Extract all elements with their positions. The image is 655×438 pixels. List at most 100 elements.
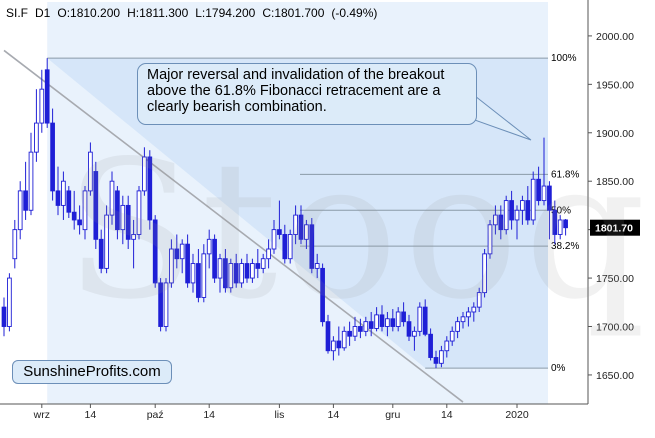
candle-body: [503, 200, 509, 231]
candle-body: [444, 340, 450, 352]
x-tick-label: 14: [328, 409, 340, 421]
candle-body: [401, 311, 406, 323]
candle-body: [255, 263, 261, 269]
fib-label: 38.2%: [551, 241, 579, 252]
candle-body: [185, 243, 190, 284]
candle-body: [536, 178, 541, 202]
candle-body: [82, 190, 88, 231]
candle-body: [88, 151, 93, 192]
candle-body: [190, 263, 196, 284]
candle-body: [239, 263, 244, 284]
candle-body: [476, 292, 482, 308]
candle-body: [412, 330, 417, 337]
candle-body: [320, 267, 325, 323]
candle-body: [433, 357, 439, 364]
candle-body: [557, 219, 563, 235]
candle-body: [271, 229, 277, 250]
candle-body: [223, 258, 228, 289]
candle-body: [136, 190, 142, 235]
candle-body: [449, 330, 455, 342]
candle-body: [439, 350, 444, 364]
candle-body: [385, 318, 390, 327]
y-tick-label: 1750.00: [596, 273, 634, 285]
candle-body: [217, 258, 223, 279]
candle-body: [169, 248, 174, 284]
candle-body: [331, 340, 336, 352]
candle-body: [233, 263, 239, 284]
interval-label: D1: [35, 6, 51, 20]
candle-body: [131, 234, 136, 240]
candle-body: [530, 178, 536, 221]
candle-body: [406, 321, 412, 337]
x-tick-label: paź: [147, 409, 164, 421]
candle-body: [39, 88, 45, 124]
candle-body: [228, 263, 234, 289]
candle-body: [71, 211, 77, 221]
x-tick-label: lis: [274, 409, 284, 421]
high-value: H:1811.300: [127, 6, 189, 20]
candle-body: [358, 326, 363, 332]
candle-body: [277, 229, 282, 235]
downtrend-line: [3, 49, 464, 403]
candle-body: [23, 190, 28, 211]
candle-body: [115, 190, 120, 231]
candle-body: [244, 263, 250, 279]
symbol-label: SI.F: [6, 6, 29, 20]
candle-body: [471, 306, 477, 313]
candle-body: [50, 122, 55, 192]
candle-body: [250, 263, 255, 279]
candle-body: [282, 234, 288, 260]
fib-label: 50%: [551, 205, 571, 216]
candle-body: [314, 263, 320, 269]
candle-body: [347, 330, 352, 337]
trendline: [3, 49, 464, 403]
candle-body: [28, 151, 34, 211]
candle-body: [390, 318, 396, 327]
candle-body: [104, 214, 109, 269]
candle-body: [368, 321, 374, 329]
candle-body: [336, 340, 342, 349]
candle-body: [55, 190, 61, 206]
candle-body: [142, 156, 147, 192]
candle-body: [287, 234, 293, 260]
candle-body: [174, 248, 180, 260]
candle-body: [341, 330, 347, 349]
candle-body: [77, 219, 82, 226]
candle-body: [520, 200, 525, 211]
x-tick-label: 14: [441, 409, 453, 421]
candle-body: [417, 306, 423, 332]
x-tick-label: gru: [385, 409, 400, 421]
open-value: O:1810.200: [57, 6, 121, 20]
candle-body: [428, 333, 433, 358]
fib-label: 100%: [551, 53, 577, 64]
candle-body: [158, 282, 163, 327]
candle-body: [309, 224, 315, 269]
candle-body: [98, 238, 104, 269]
candle-body: [493, 214, 498, 226]
candles: [1, 58, 568, 369]
y-tick-label: 1950.00: [596, 79, 634, 91]
x-tick-label: wrz: [33, 409, 50, 421]
candle-body: [304, 224, 309, 240]
fib-label: 0%: [551, 363, 566, 374]
candle-body: [547, 185, 552, 211]
candle-body: [325, 321, 331, 352]
candle-body: [12, 229, 18, 260]
y-tick-label: 1900.00: [596, 128, 634, 140]
candle-body: [44, 69, 50, 124]
fib-label: 61.8%: [551, 169, 579, 180]
candle-body: [552, 209, 558, 235]
candle-body: [374, 314, 379, 329]
candle-body: [206, 238, 212, 255]
candle-body: [109, 180, 115, 216]
y-tick-label: 1650.00: [596, 370, 634, 382]
candle-body: [93, 171, 99, 240]
candle-body: [395, 311, 401, 327]
candle-body: [498, 214, 504, 231]
shade-triangle: [47, 58, 548, 369]
candle-body: [379, 314, 385, 327]
candle-body: [482, 253, 487, 294]
candle-body: [266, 248, 271, 260]
y-tick-label: 1700.00: [596, 322, 634, 334]
candle-body: [34, 122, 39, 153]
